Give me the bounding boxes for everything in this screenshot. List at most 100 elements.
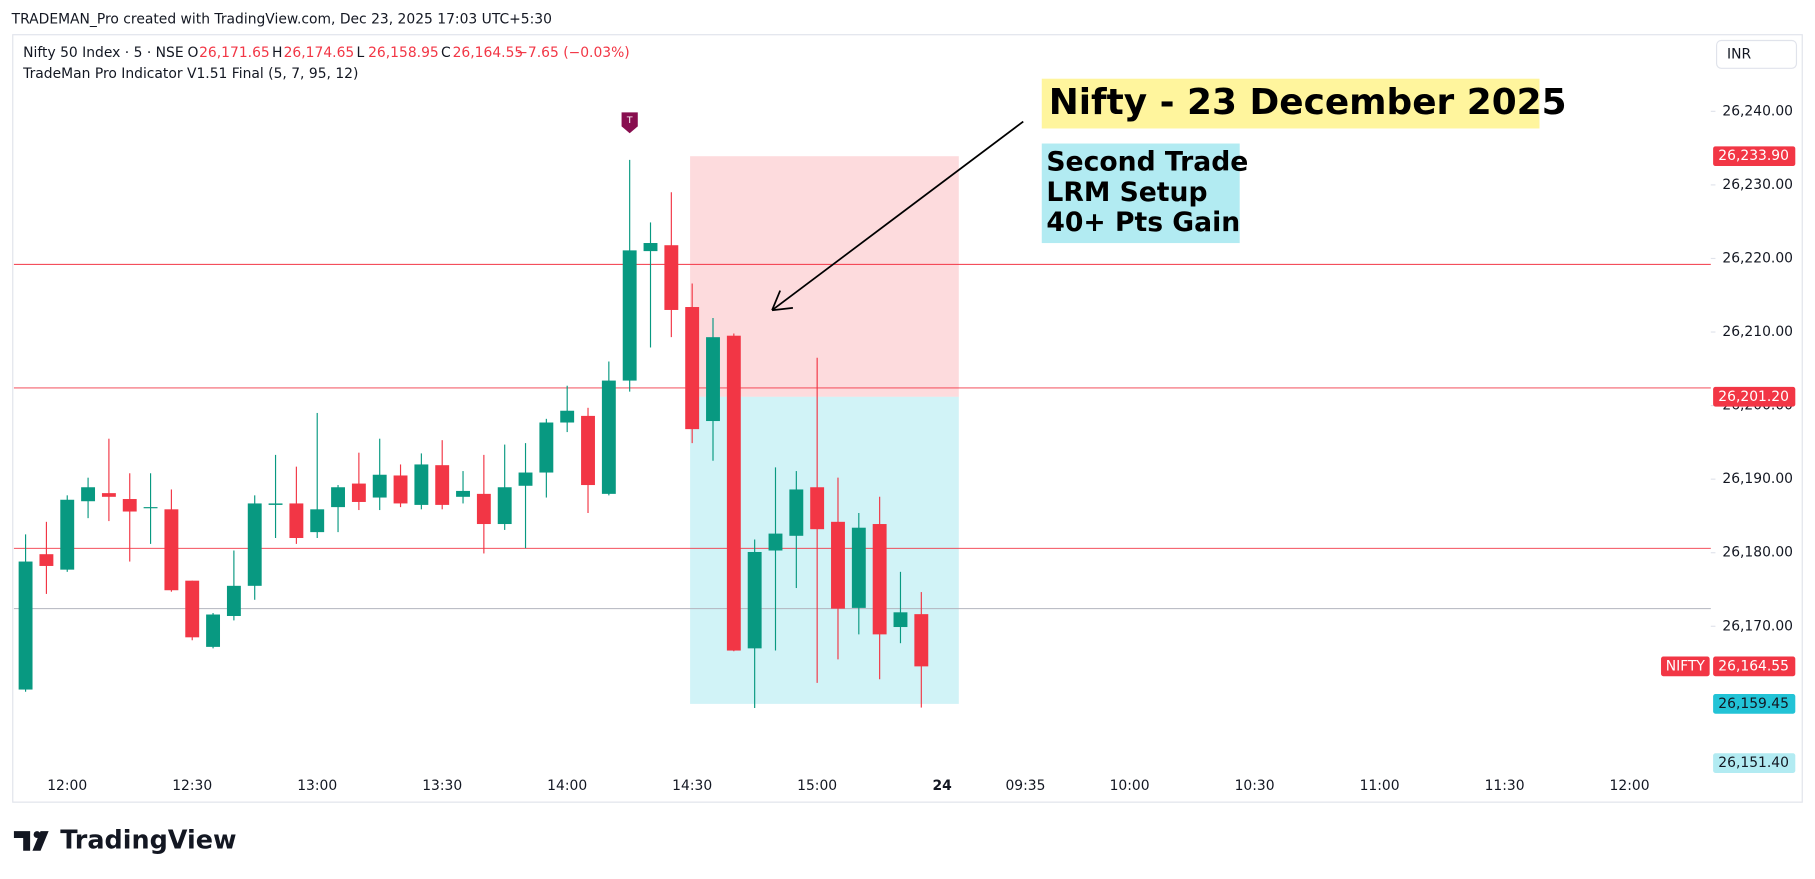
extra-price-bg bbox=[1713, 753, 1796, 773]
candle-body bbox=[768, 533, 783, 551]
currency[interactable]: INR bbox=[1727, 46, 1751, 62]
entry-price-bg bbox=[1713, 386, 1796, 407]
candle-body bbox=[518, 472, 533, 486]
candle-body bbox=[643, 243, 658, 252]
candle-body bbox=[789, 489, 804, 536]
candle-body bbox=[143, 507, 158, 509]
x-tick-label: 14:30 bbox=[672, 778, 712, 794]
candle-body bbox=[164, 509, 179, 591]
x-tick-label: 14:00 bbox=[547, 778, 587, 794]
x-tick-label: 10:30 bbox=[1235, 778, 1275, 794]
target-price: 26,159.45 bbox=[1718, 696, 1789, 712]
stop-price: 26,233.90 bbox=[1718, 148, 1789, 164]
candle-body bbox=[414, 464, 429, 505]
last-price-bg bbox=[1713, 656, 1796, 677]
candle-body bbox=[893, 612, 908, 628]
legend-change: −7.65 (−0.03%) bbox=[516, 45, 629, 61]
candle-body bbox=[310, 509, 325, 533]
x-tick-label: 10:00 bbox=[1110, 778, 1150, 794]
candle-body bbox=[560, 410, 575, 423]
annotation-title: Nifty - 23 December 2025 bbox=[1049, 82, 1567, 123]
candle-body bbox=[101, 493, 116, 497]
candle-body bbox=[456, 490, 470, 497]
candle-body bbox=[185, 580, 200, 638]
legend-key: O bbox=[188, 45, 199, 61]
target-price-bg bbox=[1713, 694, 1796, 714]
candle-body bbox=[393, 475, 408, 504]
candle-body bbox=[122, 499, 137, 512]
x-tick-label: 24 bbox=[932, 778, 952, 794]
last-name-bg bbox=[1661, 656, 1710, 677]
annotation-note: LRM Setup bbox=[1046, 177, 1207, 208]
extra-price: 26,151.40 bbox=[1718, 755, 1789, 771]
candle-body bbox=[747, 551, 762, 649]
candle-body bbox=[476, 493, 491, 525]
last-name: NIFTY bbox=[1666, 658, 1706, 674]
legend-key: L bbox=[357, 45, 365, 61]
indicator: TradeMan Pro Indicator V1.51 Final (5, 7… bbox=[22, 66, 358, 82]
entry-price: 26,201.20 bbox=[1718, 389, 1789, 405]
x-tick-label: 11:30 bbox=[1485, 778, 1525, 794]
brand: TradingView bbox=[60, 825, 236, 855]
candle-body bbox=[685, 307, 700, 430]
arrow-shaft bbox=[771, 120, 1024, 311]
candle-body bbox=[872, 524, 887, 635]
legend-value: 26,171.65 bbox=[199, 45, 270, 61]
legend-key: C bbox=[441, 45, 451, 61]
x-tick-label: 12:00 bbox=[47, 778, 87, 794]
candle-body bbox=[268, 503, 283, 505]
candle-body bbox=[706, 337, 720, 422]
candle-body bbox=[60, 499, 75, 570]
candle-body bbox=[247, 503, 262, 586]
x-tick-label: 11:00 bbox=[1360, 778, 1400, 794]
candle-body bbox=[289, 503, 304, 539]
header: TRADEMAN_Pro created with TradingView.co… bbox=[11, 12, 552, 28]
x-tick-label: 15:00 bbox=[797, 778, 837, 794]
candle-body bbox=[372, 474, 387, 498]
y-tick-label: 26,230.00 bbox=[1722, 177, 1793, 193]
x-tick-label: 13:00 bbox=[297, 778, 337, 794]
candle-body bbox=[497, 487, 512, 525]
chart-frame bbox=[12, 34, 1803, 803]
candle-body bbox=[206, 614, 221, 647]
title-bg bbox=[1041, 78, 1540, 129]
currency-button[interactable] bbox=[1716, 39, 1798, 69]
annotation-note: 40+ Pts Gain bbox=[1046, 207, 1240, 238]
x-tick-label: 12:30 bbox=[172, 778, 212, 794]
y-tick-label: 26,190.00 bbox=[1722, 471, 1793, 487]
candle-body bbox=[435, 465, 450, 505]
candle-body bbox=[351, 483, 366, 502]
stop-price-bg bbox=[1713, 146, 1796, 167]
candle-body bbox=[664, 245, 679, 310]
candle-body bbox=[810, 487, 825, 530]
candle-body bbox=[726, 335, 741, 651]
candle-body bbox=[226, 585, 241, 616]
legend-key: H bbox=[272, 45, 282, 61]
candle-body bbox=[914, 614, 929, 667]
candle-body bbox=[601, 380, 616, 494]
candle-body bbox=[622, 250, 637, 381]
signal-label: T bbox=[626, 115, 633, 126]
candle-body bbox=[81, 487, 96, 502]
candle-body bbox=[331, 487, 345, 508]
candle-body bbox=[831, 521, 845, 609]
signal-marker bbox=[621, 112, 638, 134]
legend-value: 26,174.65 bbox=[284, 45, 355, 61]
candle-body bbox=[18, 561, 33, 690]
arrow-head bbox=[771, 290, 794, 312]
candle-body bbox=[581, 415, 595, 486]
brand-logo bbox=[13, 831, 49, 851]
y-tick-label: 26,220.00 bbox=[1722, 250, 1793, 266]
y-tick-label: 26,240.00 bbox=[1722, 103, 1793, 119]
y-tick-label: 26,170.00 bbox=[1722, 618, 1793, 634]
x-tick-label: 12:00 bbox=[1610, 778, 1650, 794]
last-price: 26,164.55 bbox=[1718, 658, 1789, 674]
y-tick-label: 26,210.00 bbox=[1722, 324, 1793, 340]
legend-value: 26,158.95 bbox=[368, 45, 439, 61]
x-tick-label: 13:30 bbox=[422, 778, 462, 794]
candle-body bbox=[39, 554, 54, 566]
y-tick-label: 26,180.00 bbox=[1722, 545, 1793, 561]
legend-value: 26,164.55 bbox=[453, 45, 524, 61]
